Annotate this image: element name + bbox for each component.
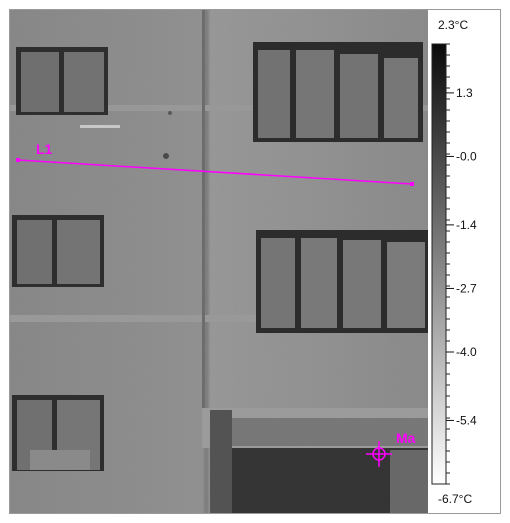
scale-max-label: 2.3°C — [438, 18, 469, 32]
line-marker-l1[interactable]: L1 — [16, 141, 414, 186]
max-crosshair-icon[interactable]: Ma — [366, 430, 416, 467]
line-marker-label: L1 — [36, 141, 53, 157]
scale-bar: 1.3 -0.0 -1.4 -2.7 -4.0 -5.4 — [431, 43, 477, 485]
scale-tick-label: -5.4 — [456, 413, 477, 427]
windows-left — [12, 47, 108, 471]
scale-min-label: -6.7°C — [438, 492, 473, 506]
scale-tick-label: -4.0 — [456, 345, 477, 359]
max-marker-label: Ma — [396, 430, 416, 446]
scale-tick-label: 1.3 — [456, 86, 473, 100]
windows-right — [253, 42, 428, 333]
scale-tick-label: -2.7 — [456, 281, 477, 295]
temperature-scale: 2.3°C 1.3 -0.0 -1.4 -2.7 -4.0 -5.4 -6.7°C — [428, 10, 500, 513]
scale-tick-label: -0.0 — [456, 149, 477, 163]
scale-tick-label: -1.4 — [456, 218, 477, 232]
thermal-image: L1 Ma — [10, 10, 428, 513]
